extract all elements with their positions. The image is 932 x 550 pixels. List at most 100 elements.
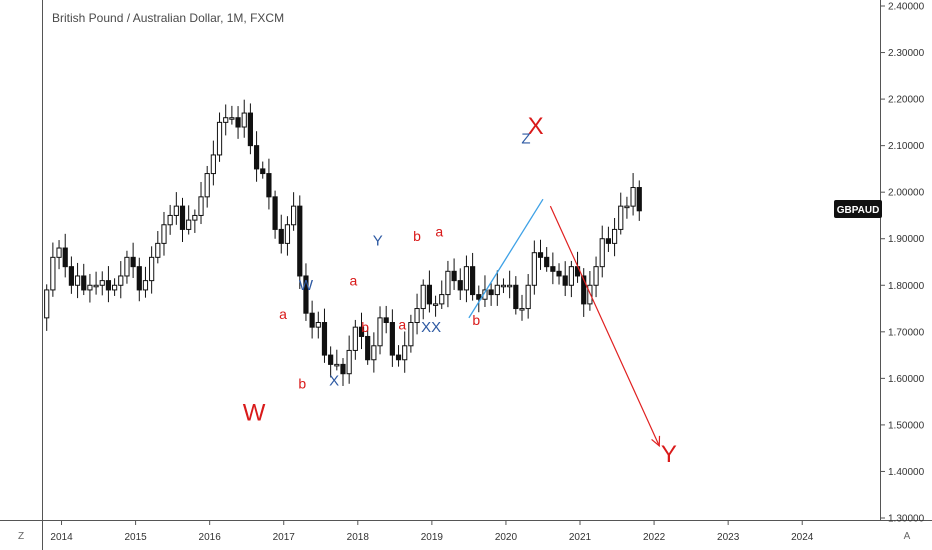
candle-up [161,224,167,244]
chart-drawings [468,198,661,448]
candle-up [118,275,124,286]
candle-up [50,256,56,291]
candle-down [81,275,87,291]
candle-down [340,363,346,375]
time-axis[interactable]: 2014 2015 2016 2017 2018 2019 2020 2021 2022 2023… [50,520,814,543]
candle-down [457,280,463,291]
price-tick-label: 2.30000 [888,48,925,59]
candle-down [328,354,334,365]
candle-up [587,284,593,305]
candle-up [192,214,198,221]
candle-down [266,173,272,198]
candle-down [544,256,550,268]
wave-label: b [413,228,421,244]
wave-label: a [435,223,443,239]
candle-up [346,349,352,375]
price-tick-label: 2.10000 [888,141,925,152]
candle-down [62,247,68,268]
candle-up [241,112,247,128]
candle-up [44,289,50,319]
price-tick-label: 1.90000 [888,234,925,245]
candle-up [334,363,340,367]
candle-up [445,270,451,296]
candle-up [402,345,408,361]
candle-down [136,266,142,291]
candle-down [272,196,278,230]
candle-down [260,168,266,175]
wave-label: X [329,372,339,389]
candle-up [525,284,531,310]
candle-down [556,270,562,277]
candle-down [365,335,371,361]
candle-up [377,317,383,347]
symbol-badge: GBPAUD [834,200,882,218]
candle-down [581,275,587,305]
candle-up [593,266,599,286]
candle-up [167,214,173,226]
time-tick-label: 2016 [199,532,222,543]
candle-up [99,280,105,286]
candle-up [291,205,297,226]
candle-up [186,219,192,230]
price-tick-label: 1.60000 [888,374,925,385]
wave-label: W [299,277,314,294]
time-tick-label: 2014 [50,532,73,543]
wave-label: X [528,113,544,140]
candle-down [395,354,402,361]
auto-scale-button[interactable]: A [904,531,911,542]
wave-label: b [472,312,480,328]
chart-title: British Pound / Australian Dollar, 1M, F… [52,11,284,25]
wave-label: XX [421,319,441,336]
price-axis[interactable]: 2.40000 2.30000 2.20000 2.10000 2.00000 1.900… [880,2,925,525]
time-tick-label: 2019 [421,532,444,543]
candle-down [562,275,568,286]
candle-up [210,154,216,175]
projection-arrow[interactable] [549,205,660,447]
candle-down [476,294,482,300]
time-tick-label: 2021 [569,532,592,543]
candle-up [56,247,62,258]
candle-up [420,284,426,310]
candle-down [309,312,315,328]
price-tick-label: 2.00000 [888,188,925,199]
candle-up [618,205,624,230]
candle-up [93,284,99,288]
candle-up [124,256,130,277]
candle-down [389,322,395,356]
candle-down [636,187,642,212]
candle-up [463,266,470,291]
candle-up [630,187,636,207]
time-tick-label: 2017 [273,532,296,543]
candlestick-series [44,99,642,386]
support-trendline[interactable] [468,198,544,319]
wave-label: a [279,306,287,322]
price-tick-label: 1.50000 [888,420,925,431]
time-tick-label: 2020 [495,532,518,543]
timezone-button[interactable]: Z [18,531,24,542]
wave-label: a [398,316,406,332]
candle-down [426,284,433,305]
candle-up [142,280,149,291]
candle-down [537,252,544,258]
candle-down [68,266,74,286]
candle-down [470,266,476,296]
candle-up [432,303,439,306]
price-tick-label: 1.40000 [888,467,925,478]
wave-label: W [243,399,266,426]
candle-up [87,284,93,291]
price-tick-label: 2.20000 [888,95,925,106]
wave-label: Z [521,130,530,147]
candle-up [507,284,513,288]
candle-up [531,252,537,286]
time-tick-label: 2015 [124,532,147,543]
candle-up [408,322,414,347]
candle-up [352,326,358,351]
candle-down [278,228,284,244]
candle-up [223,117,229,123]
candle-up [229,117,235,120]
candle-down [179,205,186,230]
candle-up [216,121,223,156]
wave-label: b [361,319,369,335]
